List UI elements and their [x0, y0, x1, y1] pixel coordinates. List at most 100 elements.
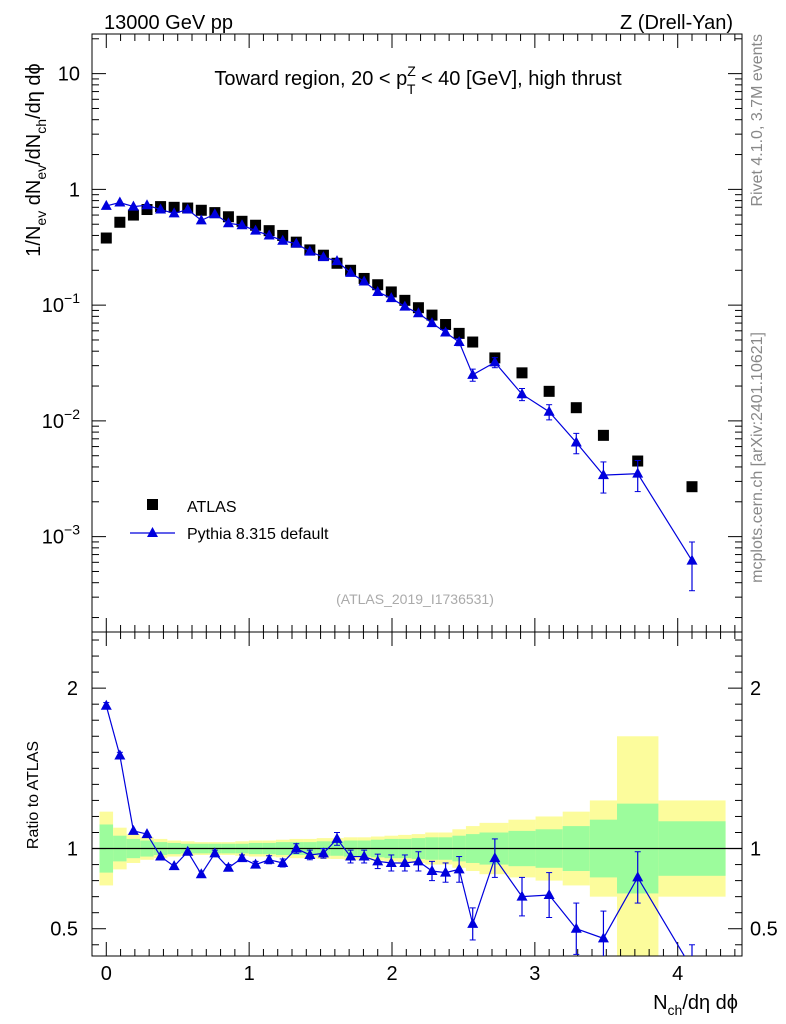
ratio-pythia-point [277, 856, 289, 867]
pythia-point [277, 234, 289, 245]
atlas-point [372, 279, 384, 291]
ratio-pythia-point [597, 932, 609, 943]
xtick-label: 2 [386, 963, 397, 985]
ratio-pythia-point [412, 855, 424, 866]
watermark: (ATLAS_2019_I1736531) [336, 591, 494, 607]
ratio-pythia-point [516, 890, 528, 901]
ratio-pythia-point [358, 850, 370, 861]
atlas-point [440, 319, 452, 331]
ratio-pythia-point [155, 850, 167, 861]
ratio-pythia-point [440, 866, 452, 877]
atlas-point [543, 385, 555, 397]
xtick-label: 1 [244, 963, 255, 985]
ratio-pythia-point [100, 699, 112, 710]
title-pre: Toward region, 20 < p [214, 68, 407, 90]
x-axis-label: Nch/dη dϕ [653, 992, 738, 1018]
ratio-pythia-point [543, 889, 555, 900]
legend: ATLAS Pythia 8.315 default [130, 499, 329, 543]
atlas-point [100, 232, 112, 244]
atlas-point [141, 204, 153, 216]
ratio-pythia-point [331, 832, 343, 843]
ratio-pythia-point [304, 848, 316, 859]
pythia-point [209, 208, 221, 219]
pythia-point [250, 224, 262, 235]
pythia-point [127, 200, 139, 211]
atlas-point [399, 294, 411, 306]
atlas-point [127, 209, 139, 221]
title-sub: T [407, 81, 416, 97]
ratio-pythia-point [345, 850, 357, 861]
pythia-point [686, 554, 698, 565]
pythia-point [489, 356, 501, 367]
main-ytick-label: 1 [69, 179, 80, 201]
pythia-point [317, 251, 329, 262]
title-post: < 40 [GeV], high thrust [415, 68, 622, 90]
pythia-point [345, 266, 357, 277]
atlas-point [467, 336, 479, 348]
ratio-bands [92, 736, 742, 956]
ratio-pythia-point [209, 847, 221, 858]
xtick-label: 4 [672, 963, 683, 985]
main-ytick-label: 10−2 [42, 406, 80, 433]
pythia-point [399, 300, 411, 311]
main-y-label: 1/Nev dNev/dNch/dη dϕ [23, 63, 49, 256]
xtick-label: 3 [529, 963, 540, 985]
title-sup: Z [407, 63, 416, 79]
ratio-pythia-point [570, 922, 582, 933]
main-ytick-label: 10−3 [42, 522, 80, 549]
ratio-pythia-point [236, 852, 248, 863]
atlas-point [570, 402, 582, 414]
main-ytick-label: 10−1 [42, 290, 80, 317]
ratio-pythia-point [453, 863, 465, 874]
atlas-point [516, 367, 528, 379]
ratio-pythia-point [141, 828, 153, 839]
pythia-point [236, 219, 248, 230]
pythia-point [543, 405, 555, 416]
pythia-point [412, 307, 424, 318]
ratio-frame [91, 631, 743, 957]
ratio-pythia-point [182, 845, 194, 856]
ratio-pythia-point [372, 855, 384, 866]
ratio-pythia-point [426, 864, 438, 875]
main-ytick-label: 10 [58, 64, 80, 86]
pythia-point [222, 217, 234, 228]
atlas-point [426, 309, 438, 321]
pythia-point [263, 229, 275, 240]
ratio-pythia-point [250, 858, 262, 869]
ratio-pythia-point [632, 871, 644, 882]
legend-pythia-label: Pythia 8.315 default [187, 526, 329, 543]
ratio-ytick-label: 1 [67, 839, 78, 861]
ratio-axes [91, 631, 743, 957]
atlas-point [385, 286, 397, 298]
pythia-point [141, 199, 153, 210]
ratio-y-label: Ratio to ATLAS [25, 741, 42, 849]
rivet-label: Rivet 4.1.0, 3.7M events [749, 34, 766, 207]
ratio-ytick-label-right: 1 [750, 839, 761, 861]
atlas-point [168, 201, 180, 213]
main-panel: Toward region, 20 < pZ T < 40 [GeV], high… [23, 33, 743, 633]
ratio-pythia-point [290, 842, 302, 853]
ratio-pythia-point [114, 749, 126, 760]
ratio-pythia-point [687, 963, 698, 973]
source-label: mcplots.cern.ch [arXiv:2401.10621] [749, 332, 766, 583]
pythia-point [331, 255, 343, 266]
ratio-marks [100, 699, 698, 973]
header-left: 13000 GeV pp [104, 12, 233, 34]
xtick-label: 0 [101, 963, 112, 985]
ratio-pythia-point [317, 847, 329, 858]
atlas-point [222, 211, 234, 223]
pythia-point [358, 275, 370, 286]
pythia-point [440, 326, 452, 337]
atlas-point [195, 204, 207, 216]
pythia-point [467, 368, 479, 379]
atlas-point [686, 481, 698, 493]
pythia-point [453, 336, 465, 347]
ratio-pythia-point [399, 856, 411, 867]
ratio-pythia-point [263, 853, 275, 864]
pythia-point [597, 469, 609, 480]
ratio-pythia-point [195, 868, 207, 879]
legend-pythia-marker [147, 527, 158, 537]
pythia-point [168, 207, 180, 218]
pythia-point [516, 388, 528, 399]
